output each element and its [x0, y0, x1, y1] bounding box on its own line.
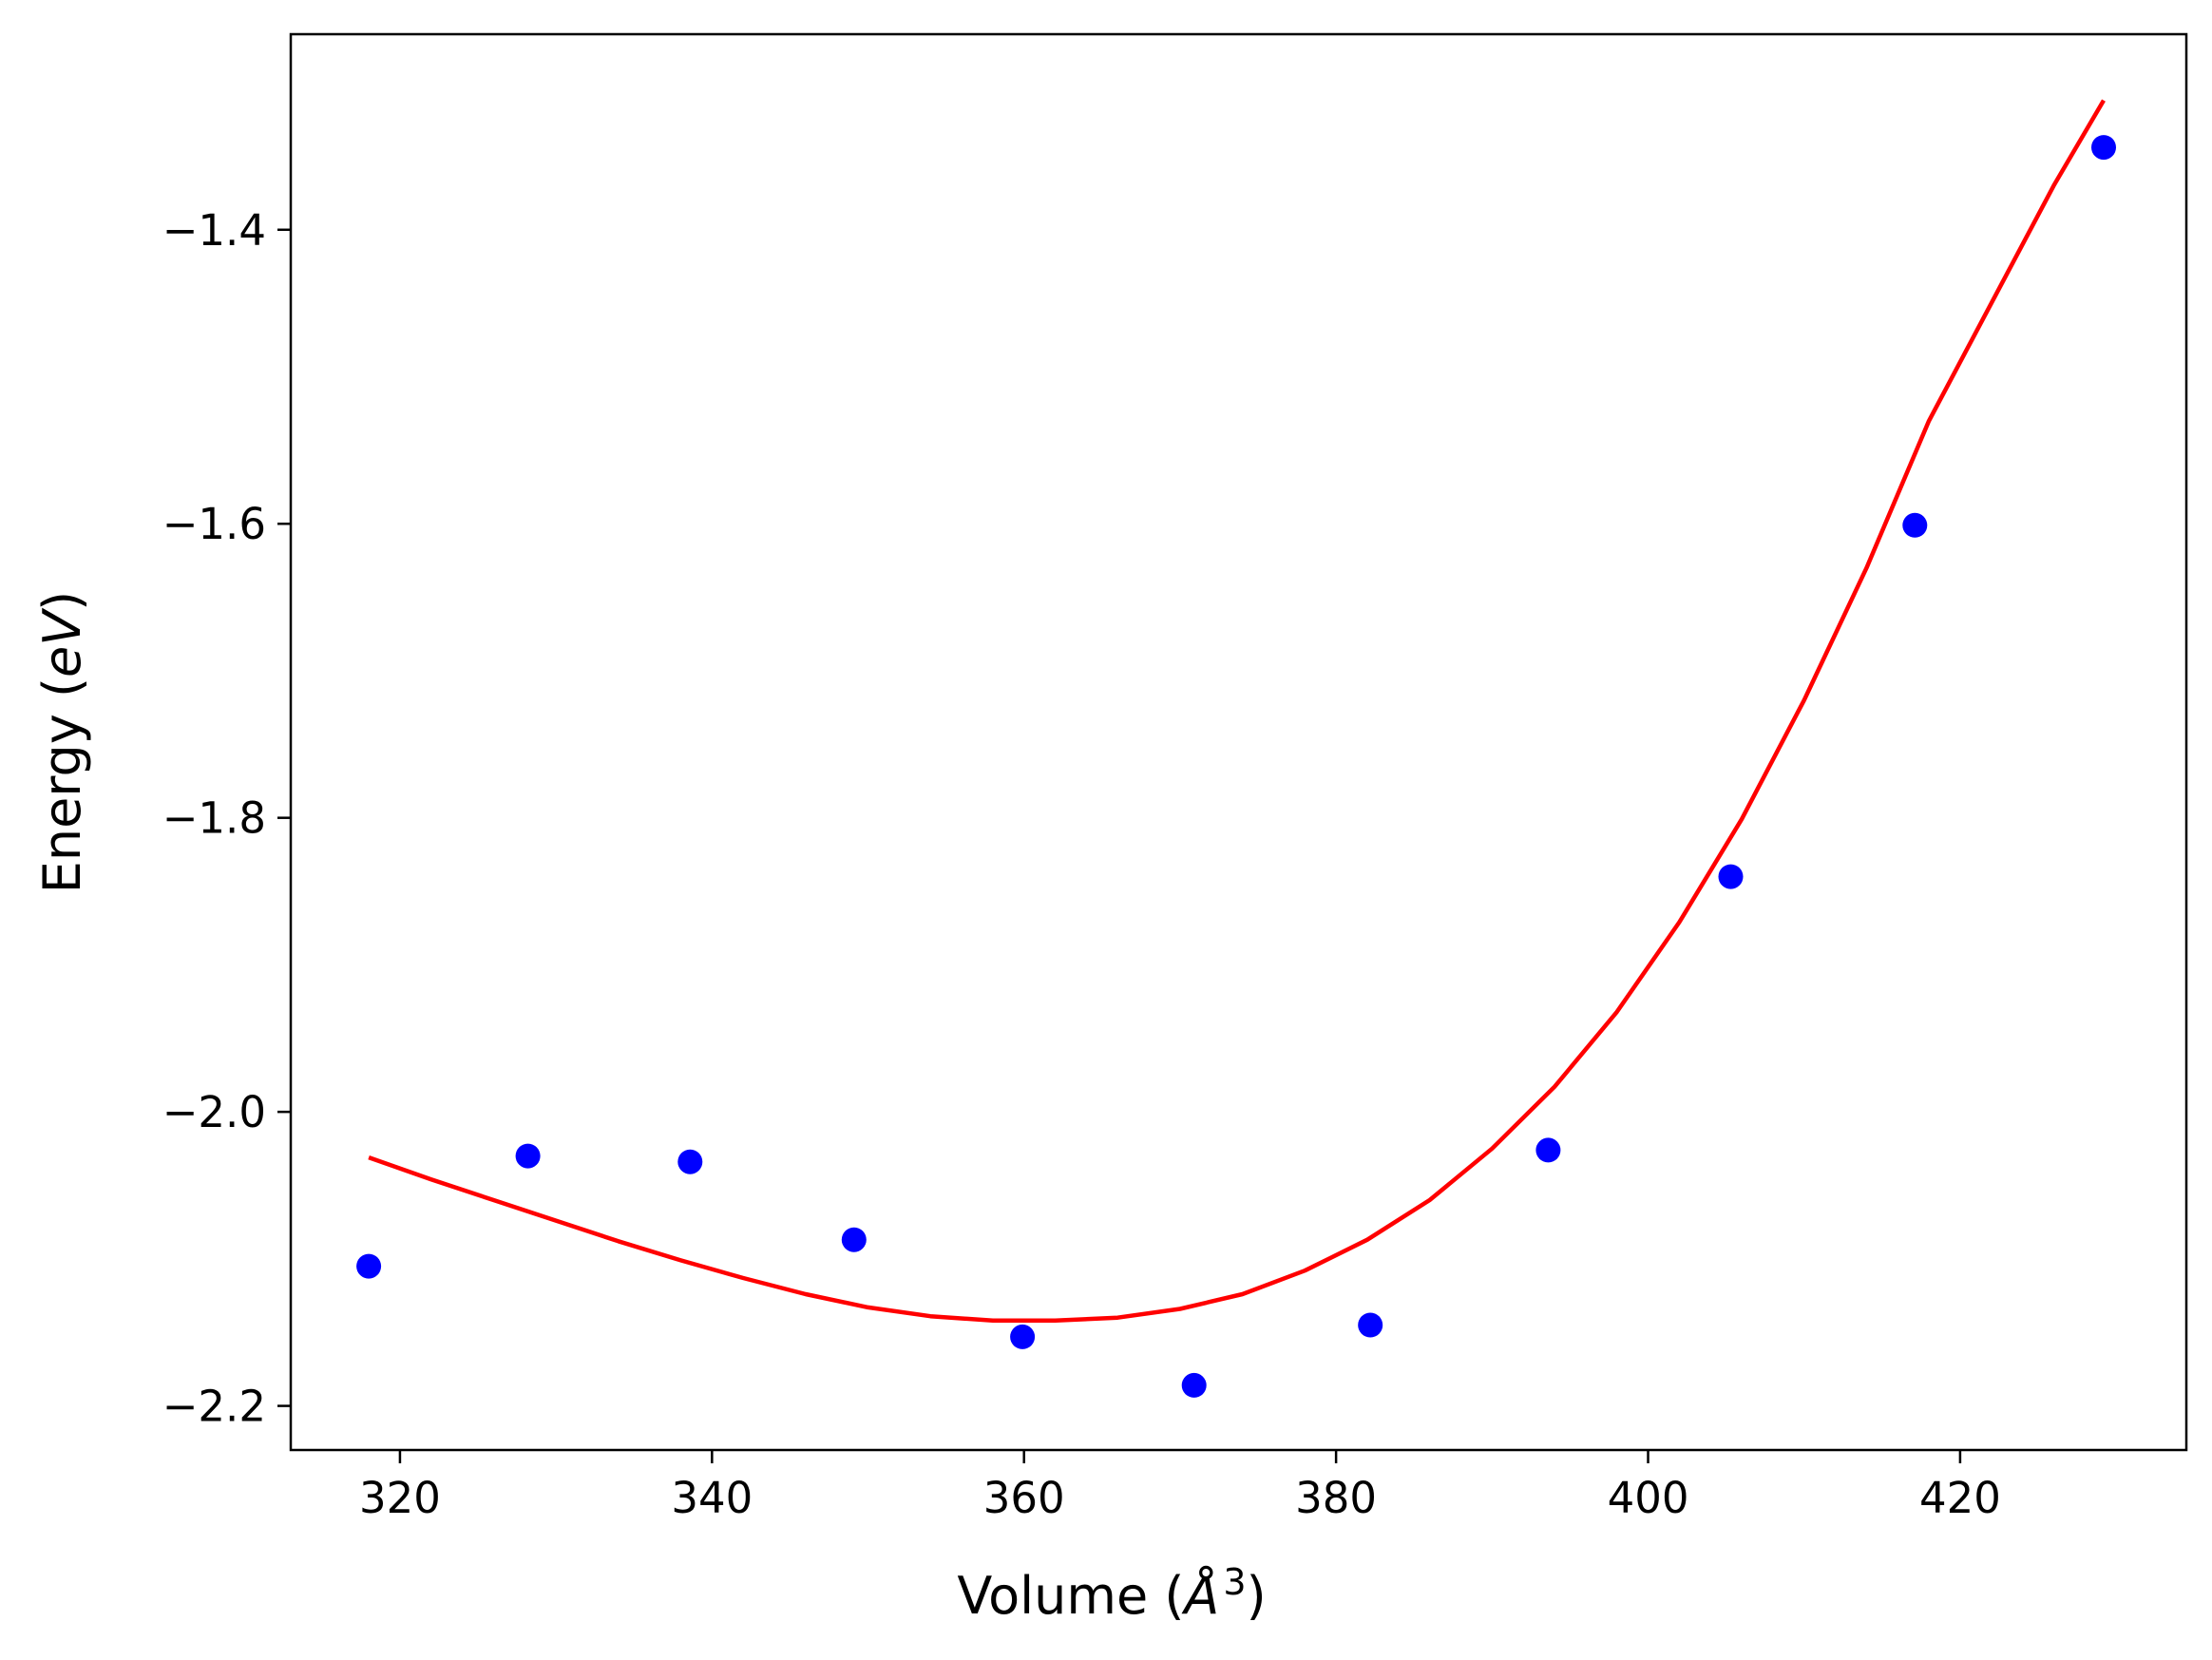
plot-area-frame — [289, 32, 2188, 1452]
y-tick-label: −2.2 — [162, 1382, 266, 1432]
fit-curve — [368, 99, 2106, 1324]
data-point — [515, 1143, 541, 1169]
y-tick-label: −2.0 — [162, 1087, 266, 1137]
x-tick-label: 360 — [983, 1473, 1065, 1523]
y-axis-ticks: −2.2 −2.0 −1.8 −1.6 −1.4 — [162, 205, 291, 1432]
data-point — [1535, 1137, 1561, 1163]
data-point — [1718, 864, 1744, 889]
y-tick-label: −1.6 — [162, 499, 266, 549]
x-axis-label: Volume (Å 3) — [957, 1561, 1266, 1626]
x-axis-ticks: 320 340 360 380 400 420 — [359, 1450, 2001, 1523]
scatter-points-layer — [356, 135, 2116, 1398]
data-point — [356, 1253, 382, 1279]
x-tick-label: 320 — [359, 1473, 441, 1523]
data-point — [841, 1227, 867, 1252]
data-point — [677, 1149, 703, 1174]
x-tick-label: 340 — [671, 1473, 753, 1523]
data-point — [1358, 1312, 1383, 1338]
y-tick-label: −1.4 — [162, 205, 266, 256]
data-point — [1902, 512, 1928, 538]
data-point — [2091, 135, 2116, 161]
fit-curve-layer — [368, 99, 2106, 1324]
data-point — [1010, 1324, 1036, 1349]
x-tick-label: 420 — [1919, 1473, 2001, 1523]
y-tick-label: −1.8 — [162, 793, 266, 844]
x-tick-label: 400 — [1608, 1473, 1689, 1523]
data-point — [1181, 1372, 1207, 1398]
y-axis-label: Energy (eV) — [32, 591, 92, 894]
x-tick-label: 380 — [1295, 1473, 1377, 1523]
